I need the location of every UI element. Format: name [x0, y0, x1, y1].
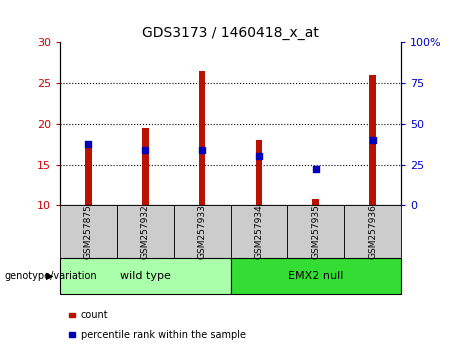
Text: GSM257875: GSM257875: [84, 204, 93, 259]
Text: GSM257933: GSM257933: [198, 204, 207, 259]
Bar: [255, 140, 262, 205]
Title: GDS3173 / 1460418_x_at: GDS3173 / 1460418_x_at: [142, 26, 319, 40]
Text: count: count: [81, 310, 108, 320]
Point: [255, 154, 263, 159]
Point: [369, 137, 376, 143]
Text: GSM257934: GSM257934: [254, 205, 263, 259]
Bar: [199, 71, 206, 205]
Bar: [313, 199, 319, 205]
Text: wild type: wild type: [120, 271, 171, 281]
Text: genotype/variation: genotype/variation: [5, 271, 97, 281]
Text: GSM257936: GSM257936: [368, 204, 377, 259]
Text: GSM257935: GSM257935: [311, 204, 320, 259]
Text: EMX2 null: EMX2 null: [288, 271, 343, 281]
Point: [198, 147, 206, 153]
Text: percentile rank within the sample: percentile rank within the sample: [81, 330, 246, 339]
Text: ▶: ▶: [46, 271, 53, 281]
Text: GSM257932: GSM257932: [141, 205, 150, 259]
Point: [312, 166, 319, 171]
Bar: [369, 75, 376, 205]
Bar: [142, 128, 148, 205]
Point: [85, 141, 92, 147]
Point: [142, 147, 149, 153]
Bar: [85, 148, 92, 205]
